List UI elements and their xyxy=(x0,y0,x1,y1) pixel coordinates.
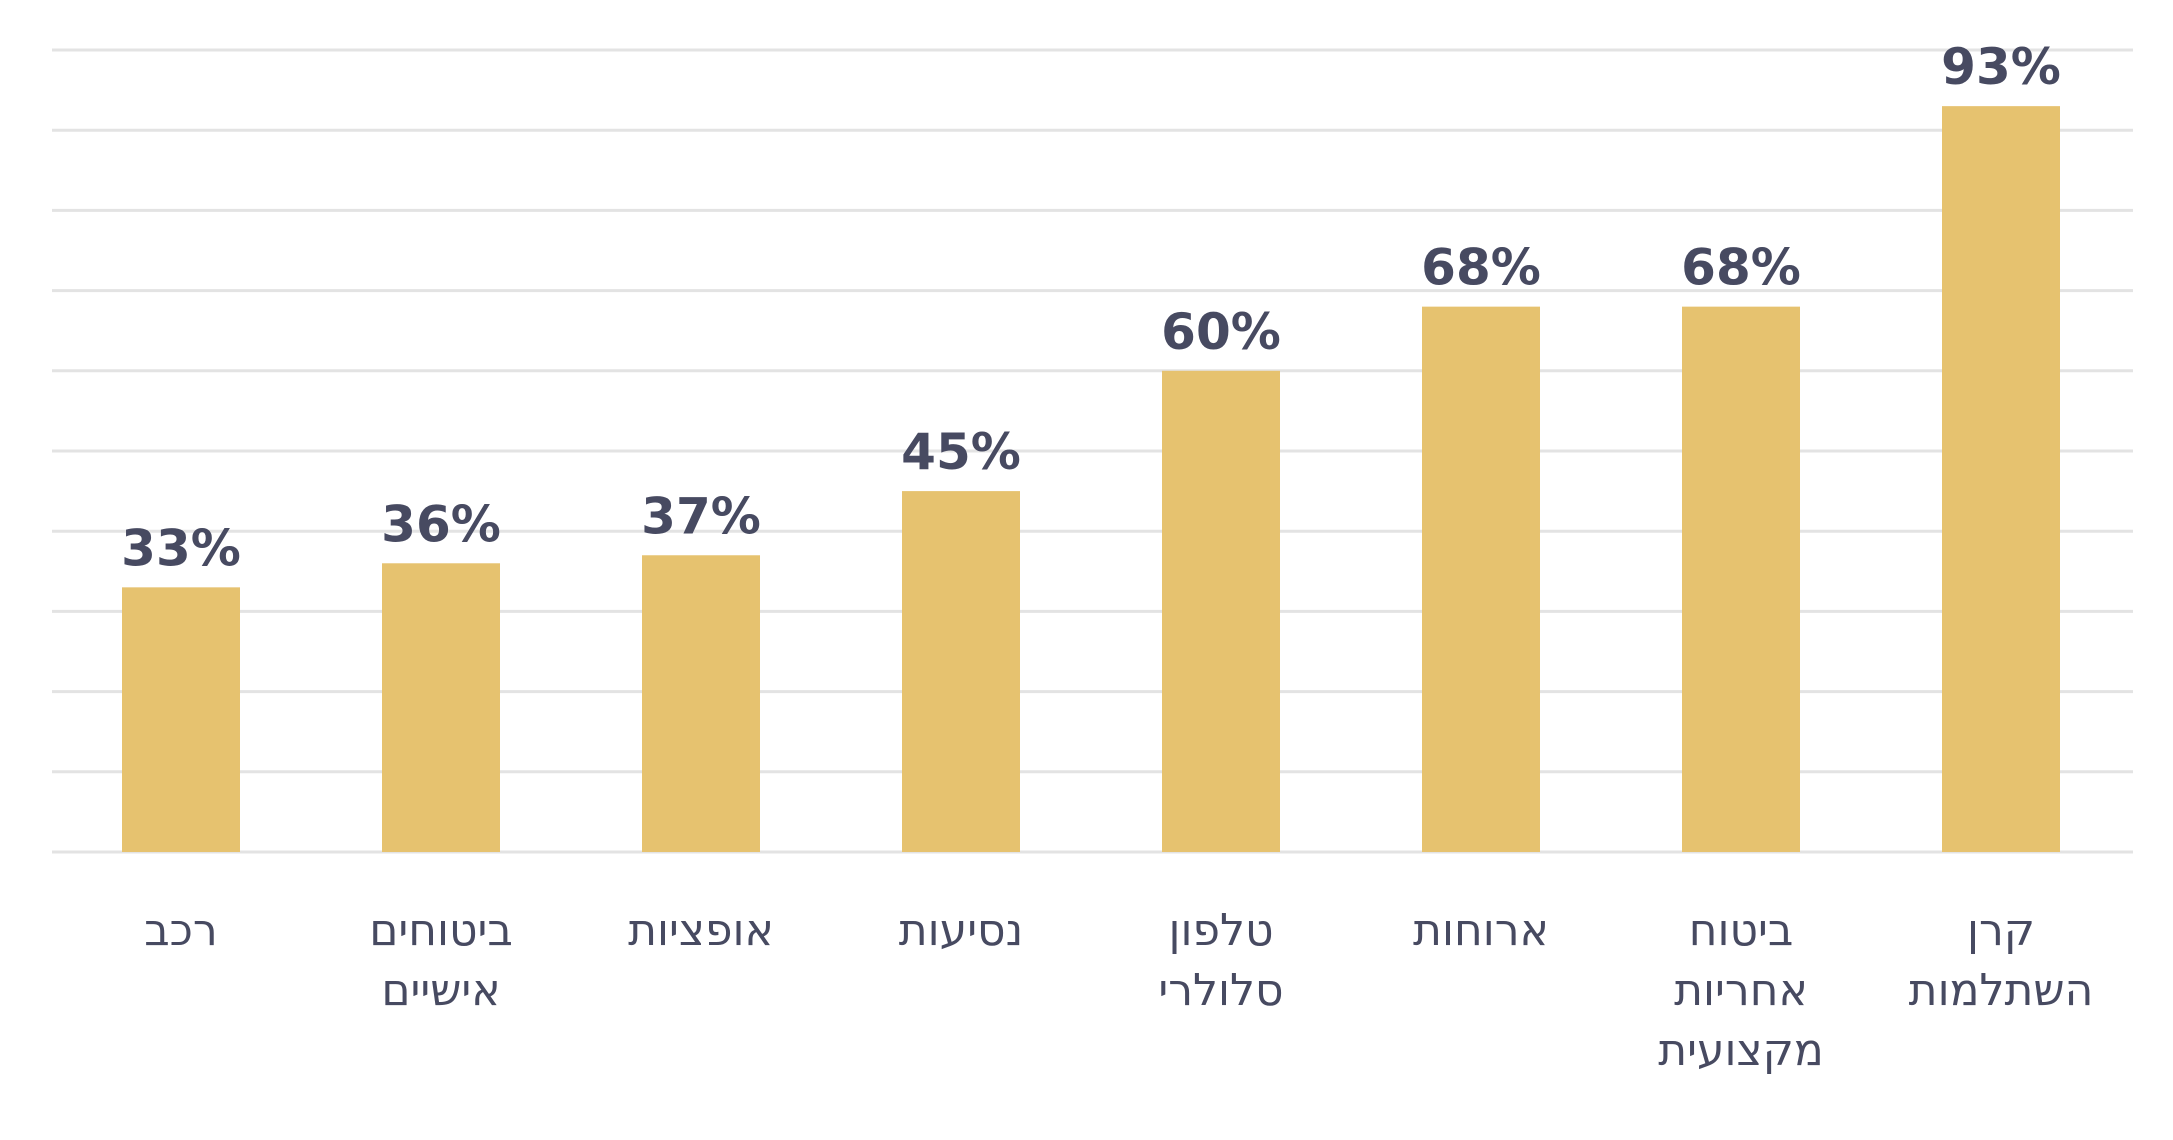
bar xyxy=(1942,106,2060,852)
category-labels: רכב ביטוחים אישיים אופציות נסיעות טלפון סלולרי… xyxy=(144,905,2093,1076)
category-tick-label: אופציות xyxy=(628,905,774,956)
bar xyxy=(122,587,240,852)
value-labels: 33% 36% 37% 45% 60% 68% 68% 93% xyxy=(121,38,2061,577)
category-tick-label: מקצועית xyxy=(1658,1025,1824,1076)
category-tick-label: אישיים xyxy=(381,965,500,1016)
data-label: 33% xyxy=(121,519,241,577)
data-label: 45% xyxy=(901,423,1021,481)
category-tick-label: השתלמות xyxy=(1909,965,2094,1016)
bar xyxy=(1162,370,1280,852)
bar xyxy=(642,555,760,852)
category-tick-label: ביטוח xyxy=(1689,905,1794,956)
category-tick-label: ארוחות xyxy=(1413,905,1549,956)
category-tick-label: טלפון xyxy=(1169,905,1274,956)
bar xyxy=(1682,306,1800,852)
bar xyxy=(382,563,500,852)
bars xyxy=(122,106,2060,852)
data-label: 93% xyxy=(1941,38,2061,96)
category-tick-label: נסיעות xyxy=(899,905,1023,956)
category-tick-label: סלולרי xyxy=(1158,965,1283,1016)
bar xyxy=(1422,306,1540,852)
category-tick-label: ביטוחים xyxy=(369,905,513,956)
gridlines xyxy=(52,48,2133,854)
category-tick-label: קרן xyxy=(1967,905,2035,956)
data-label: 60% xyxy=(1161,303,1281,361)
data-label: 68% xyxy=(1681,239,1801,297)
category-tick-label: רכב xyxy=(144,905,218,956)
data-label: 37% xyxy=(641,487,761,545)
category-tick-label: אחריות xyxy=(1674,965,1808,1016)
data-label: 36% xyxy=(381,495,501,553)
bar xyxy=(902,491,1020,852)
data-label: 68% xyxy=(1421,239,1541,297)
